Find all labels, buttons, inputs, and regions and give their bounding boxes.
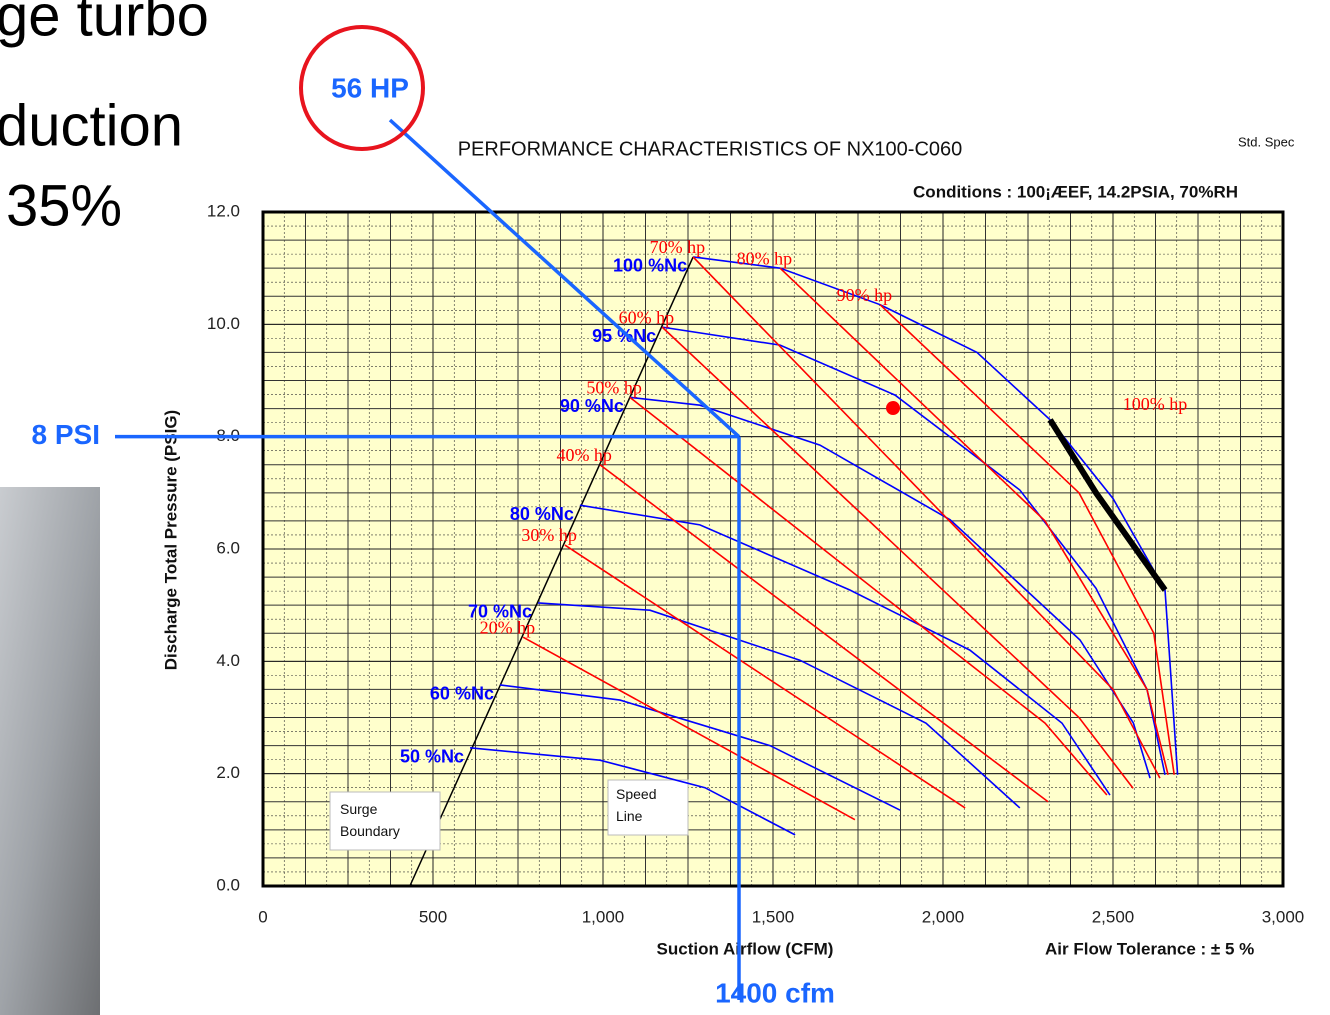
series-label: 70 %Nc	[468, 602, 532, 622]
series-label: 50% hp	[586, 377, 642, 397]
series-line	[629, 396, 1151, 779]
series-line	[1047, 418, 1168, 592]
slide-line: ge turbo	[0, 0, 209, 48]
annotation: 56 HP	[331, 72, 409, 103]
y-axis-label: Discharge Total Pressure (PSIG)	[161, 410, 180, 670]
series-line	[629, 396, 1108, 796]
series-label: 20% hp	[480, 617, 536, 637]
series-line	[779, 267, 1169, 775]
x-tick-label: 2,500	[1092, 907, 1135, 926]
plot-frame	[261, 210, 1285, 888]
note-box	[607, 779, 689, 836]
series-line	[469, 747, 796, 836]
series-line	[564, 544, 966, 809]
y-tick-label: 6.0	[216, 538, 240, 557]
series-line	[499, 684, 901, 811]
annotation: 1400 cfm	[715, 977, 835, 1008]
x-tick-label: 1,500	[752, 907, 795, 926]
slide-line: 35%	[6, 173, 122, 238]
series-label: 90% hp	[837, 285, 893, 305]
series-label: 95 %Nc	[592, 326, 656, 346]
annotation-line	[388, 118, 741, 438]
series-label: 80% hp	[737, 248, 793, 268]
series-line	[599, 464, 1049, 803]
annotation: 8 PSI	[32, 419, 100, 450]
series-label: 90 %Nc	[560, 396, 624, 416]
chart-subtitle: Conditions : 100¡ÆEF, 14.2PSIA, 70%RH	[913, 182, 1238, 201]
series-line	[879, 304, 1175, 775]
note-box	[329, 791, 441, 851]
series-label: 50 %Nc	[400, 747, 464, 767]
series-label: 60% hp	[619, 307, 675, 327]
x-tick-label: 2,000	[922, 907, 965, 926]
x-axis-label: Suction Airflow (CFM)	[657, 939, 834, 958]
series-label: 100% hp	[1123, 394, 1188, 414]
y-tick-label: 12.0	[207, 201, 240, 220]
x-tick-label: 0	[258, 907, 267, 926]
series-label: 30% hp	[521, 525, 577, 545]
series-line	[522, 636, 856, 821]
operating-point	[886, 401, 901, 416]
highlight-circle	[299, 25, 425, 151]
series-label: 60 %Nc	[430, 684, 494, 704]
photo	[0, 487, 100, 1015]
chart: 0 500 1,000 1,500 2,000 2,500 3,000 0.0 2.0 4.0 6.…	[161, 134, 1304, 958]
series-line	[661, 326, 1134, 789]
tolerance-note: Air Flow Tolerance : ± 5 %	[1045, 939, 1254, 958]
speed-line-label: Speed Line	[616, 786, 660, 824]
chart-title: PERFORMANCE CHARACTERISTICS OF NX100-C06…	[458, 138, 963, 160]
x-tick-label: 3,000	[1262, 907, 1305, 926]
x-tick-label: 500	[419, 907, 447, 926]
series-label: 70% hp	[650, 237, 706, 257]
corner-note: Std. Spec	[1238, 134, 1295, 149]
series-line	[538, 602, 1021, 809]
y-tick-label: 10.0	[207, 314, 240, 333]
series-label: 100 %Nc	[613, 256, 687, 276]
y-tick-label: 2.0	[216, 763, 240, 782]
series-line	[579, 504, 1111, 796]
surge-label: Surge Boundary	[340, 801, 400, 839]
y-tick-label: 4.0	[216, 651, 240, 670]
series-label: 80 %Nc	[510, 504, 574, 524]
slide-line: duction	[0, 93, 183, 158]
series-line	[692, 256, 1161, 779]
series-label: 40% hp	[556, 445, 612, 465]
y-tick-label: 0.0	[216, 875, 240, 894]
x-tick-label: 1,000	[582, 907, 625, 926]
surge-line	[409, 256, 694, 887]
